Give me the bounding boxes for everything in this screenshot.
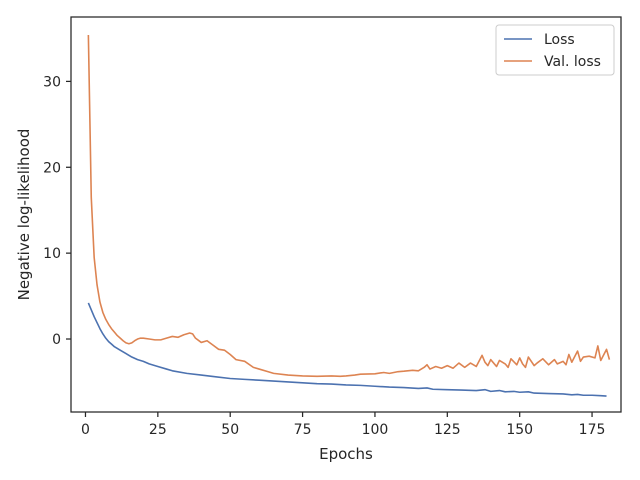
legend-label-val-loss: Val. loss	[544, 54, 601, 70]
y-tick-label: 20	[43, 160, 61, 176]
x-tick-label: 125	[434, 422, 461, 438]
x-axis-label: Epochs	[319, 445, 373, 463]
y-axis-label: Negative log-likelihood	[15, 129, 33, 301]
series-line-loss	[87, 302, 607, 397]
x-tick-label: 0	[81, 422, 90, 438]
legend-label-loss: Loss	[544, 32, 575, 48]
y-axis-ticks: 0 10 20 30	[43, 74, 71, 348]
x-axis-ticks: 0 25 50 75 100 125 150 175	[81, 412, 605, 438]
y-tick-label: 0	[52, 332, 61, 348]
y-tick-label: 10	[43, 246, 61, 262]
plot-area-frame	[70, 16, 622, 413]
x-tick-label: 50	[221, 422, 239, 438]
legend-box	[495, 24, 615, 76]
y-tick-label: 30	[43, 74, 61, 90]
x-tick-label: 150	[506, 422, 533, 438]
series-line-val-loss	[87, 35, 611, 378]
x-tick-label: 25	[149, 422, 167, 438]
series-layer	[87, 35, 611, 397]
legend: Loss Val. loss	[495, 24, 615, 76]
x-tick-label: 175	[579, 422, 606, 438]
x-tick-label: 75	[294, 422, 312, 438]
x-tick-label: 100	[362, 422, 389, 438]
